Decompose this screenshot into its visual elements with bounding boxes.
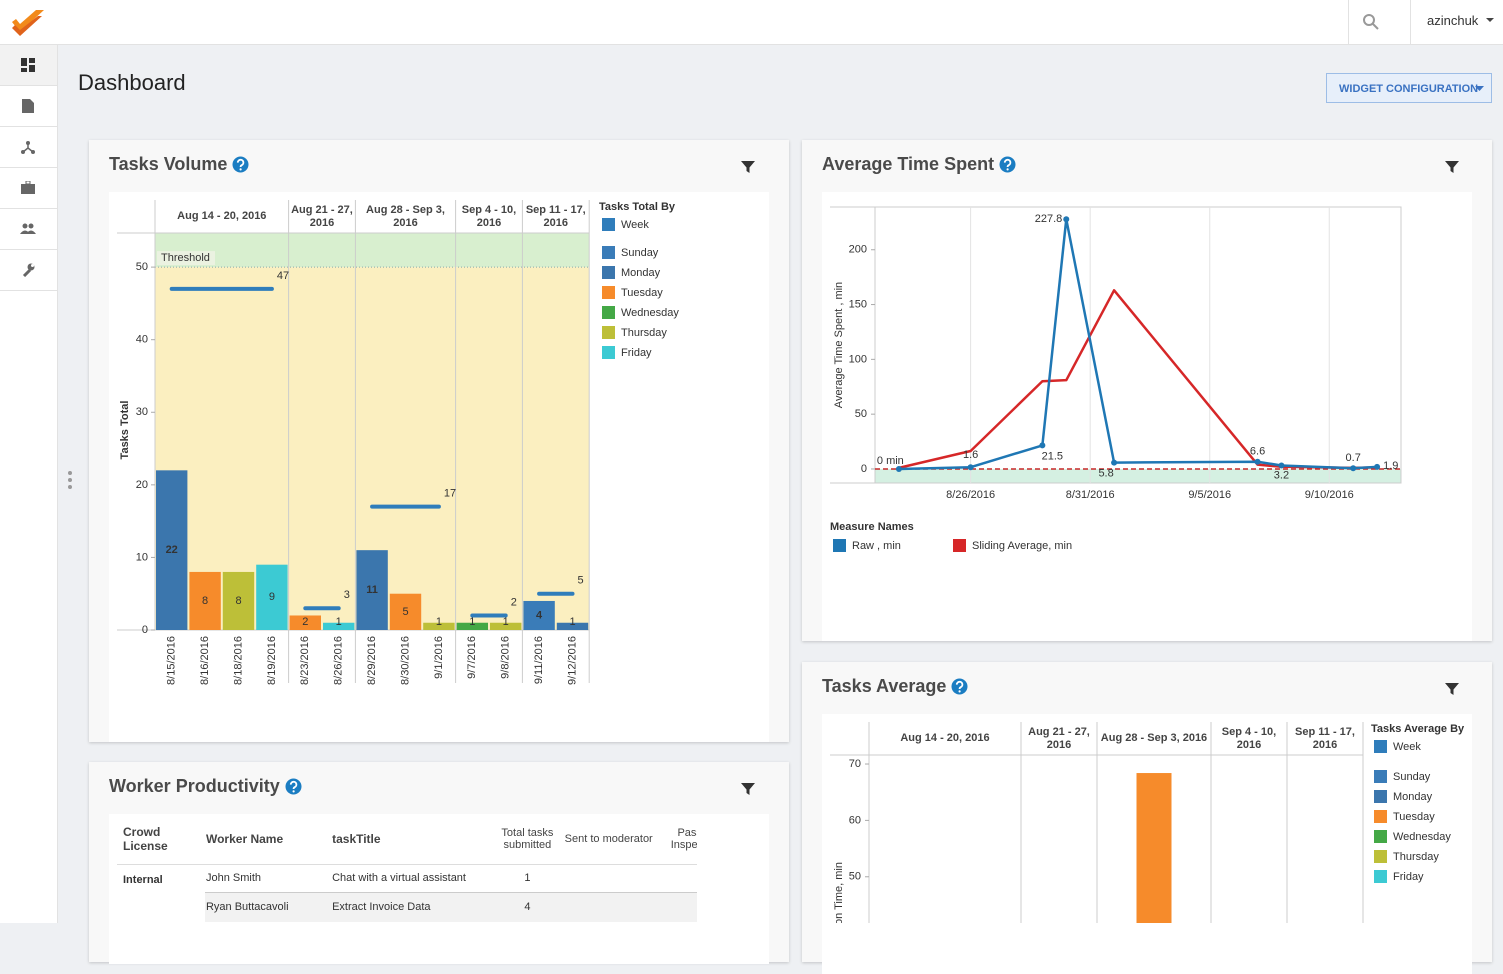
chart-area [109,192,769,742]
help-icon[interactable] [999,156,1016,173]
week-header: Aug 14 - 20, 2016 [177,210,267,222]
week-header: Sep 11 - 17, 2016 [525,203,586,229]
week-header: Sep 4 - 10, 2016 [461,203,517,229]
nav-settings[interactable] [0,250,57,291]
cell: John Smith [205,872,262,884]
column-header: Passed Inspection [670,826,697,851]
card-header: Worker Productivity [109,776,302,797]
cell [562,891,655,922]
logo[interactable] [10,8,46,36]
help-dot [239,168,243,171]
table-area: Crowd License Worker Name taskTitle Total t… [109,814,769,964]
help-icon[interactable] [951,678,968,695]
help-dot [958,690,962,693]
nav-documents[interactable] [0,86,57,127]
help-dot [292,790,295,793]
card-title: Tasks Average [822,676,947,696]
page-title: Dashboard [78,70,186,95]
table-row: Internal John Smith Chat with a virtual as… [117,864,697,892]
table-row: Ryan Buttacavoli Extract Invoice Data 4 [117,891,697,922]
button-label: WIDGET CONFIGURATION [1339,83,1479,95]
cell: Ryan Buttacavoli [204,891,332,922]
cell: 4 [491,891,563,922]
nav-users[interactable] [0,209,57,250]
sidebar [0,45,58,923]
nav-workflow[interactable] [0,127,57,168]
cell: 1 [524,872,531,884]
week-header: Aug 28 - Sep 3, 2016 [366,203,445,229]
funnel [741,161,755,173]
week-header: Aug 21 - 27, 2016 [1028,725,1090,751]
cell [655,864,697,892]
cell [563,864,655,892]
help-icon[interactable] [285,778,302,795]
column-header: taskTitle [332,831,381,846]
user-caret[interactable] [1486,18,1496,24]
cell: Chat with a virtual assistant [332,872,466,884]
divider [1348,0,1349,44]
cell: Extract Invoice Data [331,891,492,922]
worker-table: Crowd License Worker Name taskTitle Total t… [117,814,697,922]
column-header: Sent to moderator [564,832,653,845]
help-circle [951,678,968,695]
avg-time-card: Average Time Spent [802,140,1492,641]
column-header: Crowd License [123,824,168,853]
card-header: Tasks Average [822,676,968,697]
week-header: Aug 14 - 20, 2016 [900,732,990,744]
tasks-average-card: Tasks Average [802,662,1492,974]
week-header: Aug 28 - Sep 3, 2016 [1100,732,1208,744]
chart-area [822,192,1472,641]
week-header: Sep 4 - 10, 2016 [1221,725,1277,751]
funnel [1445,161,1459,173]
header-row: Crowd License Worker Name taskTitle Total t… [117,814,697,864]
filter-icon[interactable] [740,781,756,797]
user-name[interactable]: azinchuk [1427,13,1479,28]
top-bar: azinchuk [0,0,1503,45]
week-header: Sep 11 - 17, 2016 [1295,725,1355,751]
help-dot [1006,168,1009,171]
button-caret [1475,86,1484,91]
widget-config-button[interactable]: WIDGET CONFIGURATION [1326,73,1492,103]
card-title: Average Time Spent [822,154,995,174]
resize-handle[interactable] [66,470,74,490]
help-circle [232,156,249,173]
license-cell: Internal [123,873,163,886]
help-glyph [289,780,297,790]
funnel [1445,683,1459,695]
nav-dashboard[interactable] [0,45,57,86]
help-glyph [1003,158,1012,168]
help-circle [999,156,1016,173]
help-circle [285,778,302,795]
filter-icon[interactable] [1444,681,1460,697]
help-glyph [956,680,964,690]
card-title: Worker Productivity [109,776,280,796]
card-title: Tasks Volume [109,154,228,174]
search-icon[interactable] [1362,13,1380,31]
card-header: Tasks Volume [109,154,249,175]
funnel [741,783,755,795]
divider [1410,0,1411,44]
cell [654,891,697,922]
card-header: Average Time Spent [822,154,1016,175]
nav-jobs[interactable] [0,168,57,209]
help-icon[interactable] [232,156,249,173]
column-header: Worker Name [205,831,284,846]
filter-icon[interactable] [740,159,756,175]
help-glyph [237,158,245,168]
filter-icon[interactable] [1444,159,1460,175]
table-wrap: Crowd License Worker Name taskTitle Total t… [117,814,697,964]
worker-productivity-card: Worker Productivity Crowd License Worker … [89,762,789,964]
column-header: Total tasks submitted [501,826,554,851]
week-header: Aug 21 - 27, 2016 [291,203,353,229]
